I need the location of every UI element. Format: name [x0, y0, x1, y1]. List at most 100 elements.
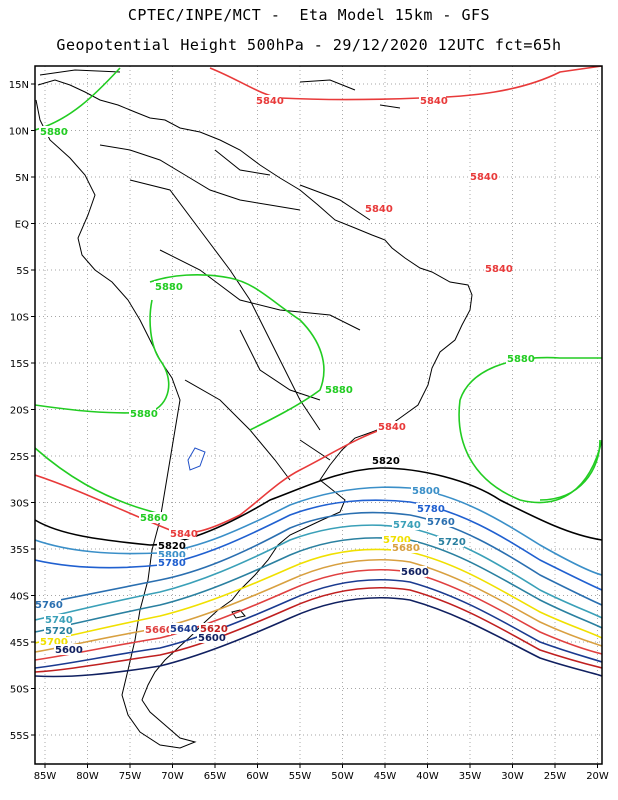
- axis-ticks: 85W 80W 75W 70W 65W 60W 55W 50W 45W 40W 35W 30W 25W 2…: [9, 80, 609, 782]
- lat-tick-label: 25S: [10, 452, 29, 463]
- lon-tick-label: 70W: [161, 771, 184, 782]
- contour-label-5760: 5760: [35, 600, 63, 611]
- contour-label-bg: [197, 632, 224, 643]
- contour-label-5840: 5840: [256, 96, 284, 107]
- contour-label-bg: [419, 95, 446, 106]
- contour-5820: [35, 467, 602, 546]
- lake-titicaca: [187, 447, 206, 471]
- contour-5600: [35, 596, 602, 678]
- contour-label-bg: [416, 503, 443, 514]
- contour-label-bg: [411, 485, 438, 496]
- contour-label-5600: 5600: [198, 633, 226, 644]
- lon-tick-label: 30W: [501, 771, 524, 782]
- lat-tick-label: 15S: [10, 359, 29, 370]
- contour-label-bg: [426, 516, 453, 527]
- contour-5760: [35, 511, 602, 606]
- grid-lines: [35, 66, 602, 764]
- contour-label-bg: [382, 534, 409, 545]
- lat-tick-label: 10N: [9, 127, 29, 138]
- contour-label-5720: 5720: [45, 626, 73, 637]
- contour-label-bg: [144, 624, 171, 635]
- contour-label-5700: 5700: [383, 535, 411, 546]
- contour-5860: [539, 439, 601, 501]
- contour-label-5720: 5720: [438, 537, 466, 548]
- contour-5700: [35, 548, 602, 644]
- lon-tick-label: 45W: [374, 771, 397, 782]
- lat-tick-label: 20S: [10, 406, 29, 417]
- lon-tick-label: 75W: [119, 771, 142, 782]
- contour-label-bg: [324, 384, 351, 395]
- contour-label-bg: [54, 644, 81, 655]
- contour-label-bg: [34, 599, 61, 610]
- contour-label-bg: [506, 353, 533, 364]
- contour-label-5840: 5840: [420, 96, 448, 107]
- contour-label-5880: 5880: [507, 354, 535, 365]
- contour-label-5840: 5840: [365, 204, 393, 215]
- contour-label-5880: 5880: [40, 127, 68, 138]
- contour-label-5800: 5800: [412, 486, 440, 497]
- contour-label-5620: 5620: [200, 624, 228, 635]
- contour-label-bg: [157, 557, 184, 568]
- contour-label-bg: [437, 536, 464, 547]
- lat-tick-label: 35S: [10, 545, 29, 556]
- contour-label-bg: [484, 263, 511, 274]
- contour-label-5820: 5820: [372, 456, 400, 467]
- lat-tick-label: 55S: [10, 731, 29, 742]
- contour-label-bg: [157, 549, 184, 560]
- contour-label-5860: 5860: [140, 513, 168, 524]
- plot-frame: [34, 65, 603, 765]
- contour-label-bg: [139, 512, 166, 523]
- contour-5620: [35, 586, 602, 673]
- contour-label-5760: 5760: [427, 517, 455, 528]
- lat-tick-label: 50S: [10, 685, 29, 696]
- contour-5720: [35, 537, 602, 633]
- contour-5780: [35, 499, 602, 591]
- contour-label-bg: [392, 519, 419, 530]
- contour-label-5640: 5640: [170, 624, 198, 635]
- lat-tick-label: 30S: [10, 499, 29, 510]
- contour-label-bg: [371, 455, 398, 466]
- map-title: CPTEC/INPE/MCT - Eta Model 15km - GFS: [127, 6, 491, 24]
- contour-5640: [35, 578, 602, 669]
- contour-5840: [35, 66, 602, 534]
- contour-label-bg: [39, 126, 66, 137]
- south-america-coastline: [35, 79, 473, 749]
- contour-label-bg: [44, 625, 71, 636]
- lat-tick-label: 15N: [9, 80, 29, 91]
- contour-5740: [35, 524, 602, 621]
- caribbean-islands: [39, 69, 401, 109]
- lat-tick-label: 40S: [10, 592, 29, 603]
- contour-label-bg: [157, 540, 184, 551]
- coastline-and-borders: [35, 69, 473, 749]
- lon-tick-label: 85W: [34, 771, 57, 782]
- contour-label-bg: [169, 528, 196, 539]
- contour-label-5740: 5740: [45, 615, 73, 626]
- contour-5880: [35, 67, 602, 516]
- contour-lines: [35, 66, 602, 678]
- lat-tick-label: 10S: [10, 313, 29, 324]
- map-subtitle: Geopotential Height 500hPa - 29/12/2020 …: [56, 36, 562, 54]
- contour-label-bg: [154, 281, 181, 292]
- lon-tick-label: 50W: [331, 771, 354, 782]
- lat-tick-label: EQ: [15, 220, 29, 231]
- contour-label-bg: [129, 408, 156, 419]
- falklands: [231, 609, 246, 619]
- contour-label-bg: [377, 421, 404, 432]
- contour-label-bg: [169, 623, 196, 634]
- contour-label-bg: [469, 171, 496, 182]
- contour-label-bg: [364, 203, 391, 214]
- lon-tick-label: 60W: [246, 771, 269, 782]
- contour-label-5700: 5700: [40, 637, 68, 648]
- contour-label-5840: 5840: [470, 172, 498, 183]
- lon-tick-label: 35W: [459, 771, 482, 782]
- contour-label-5840: 5840: [170, 529, 198, 540]
- contour-label-5600: 5600: [55, 645, 83, 656]
- contour-label-5660: 5660: [145, 625, 173, 636]
- lon-tick-label: 65W: [204, 771, 227, 782]
- contour-label-5840: 5840: [378, 422, 406, 433]
- contour-label-5780: 5780: [417, 504, 445, 515]
- lon-tick-label: 55W: [289, 771, 312, 782]
- contour-label-5880: 5880: [155, 282, 183, 293]
